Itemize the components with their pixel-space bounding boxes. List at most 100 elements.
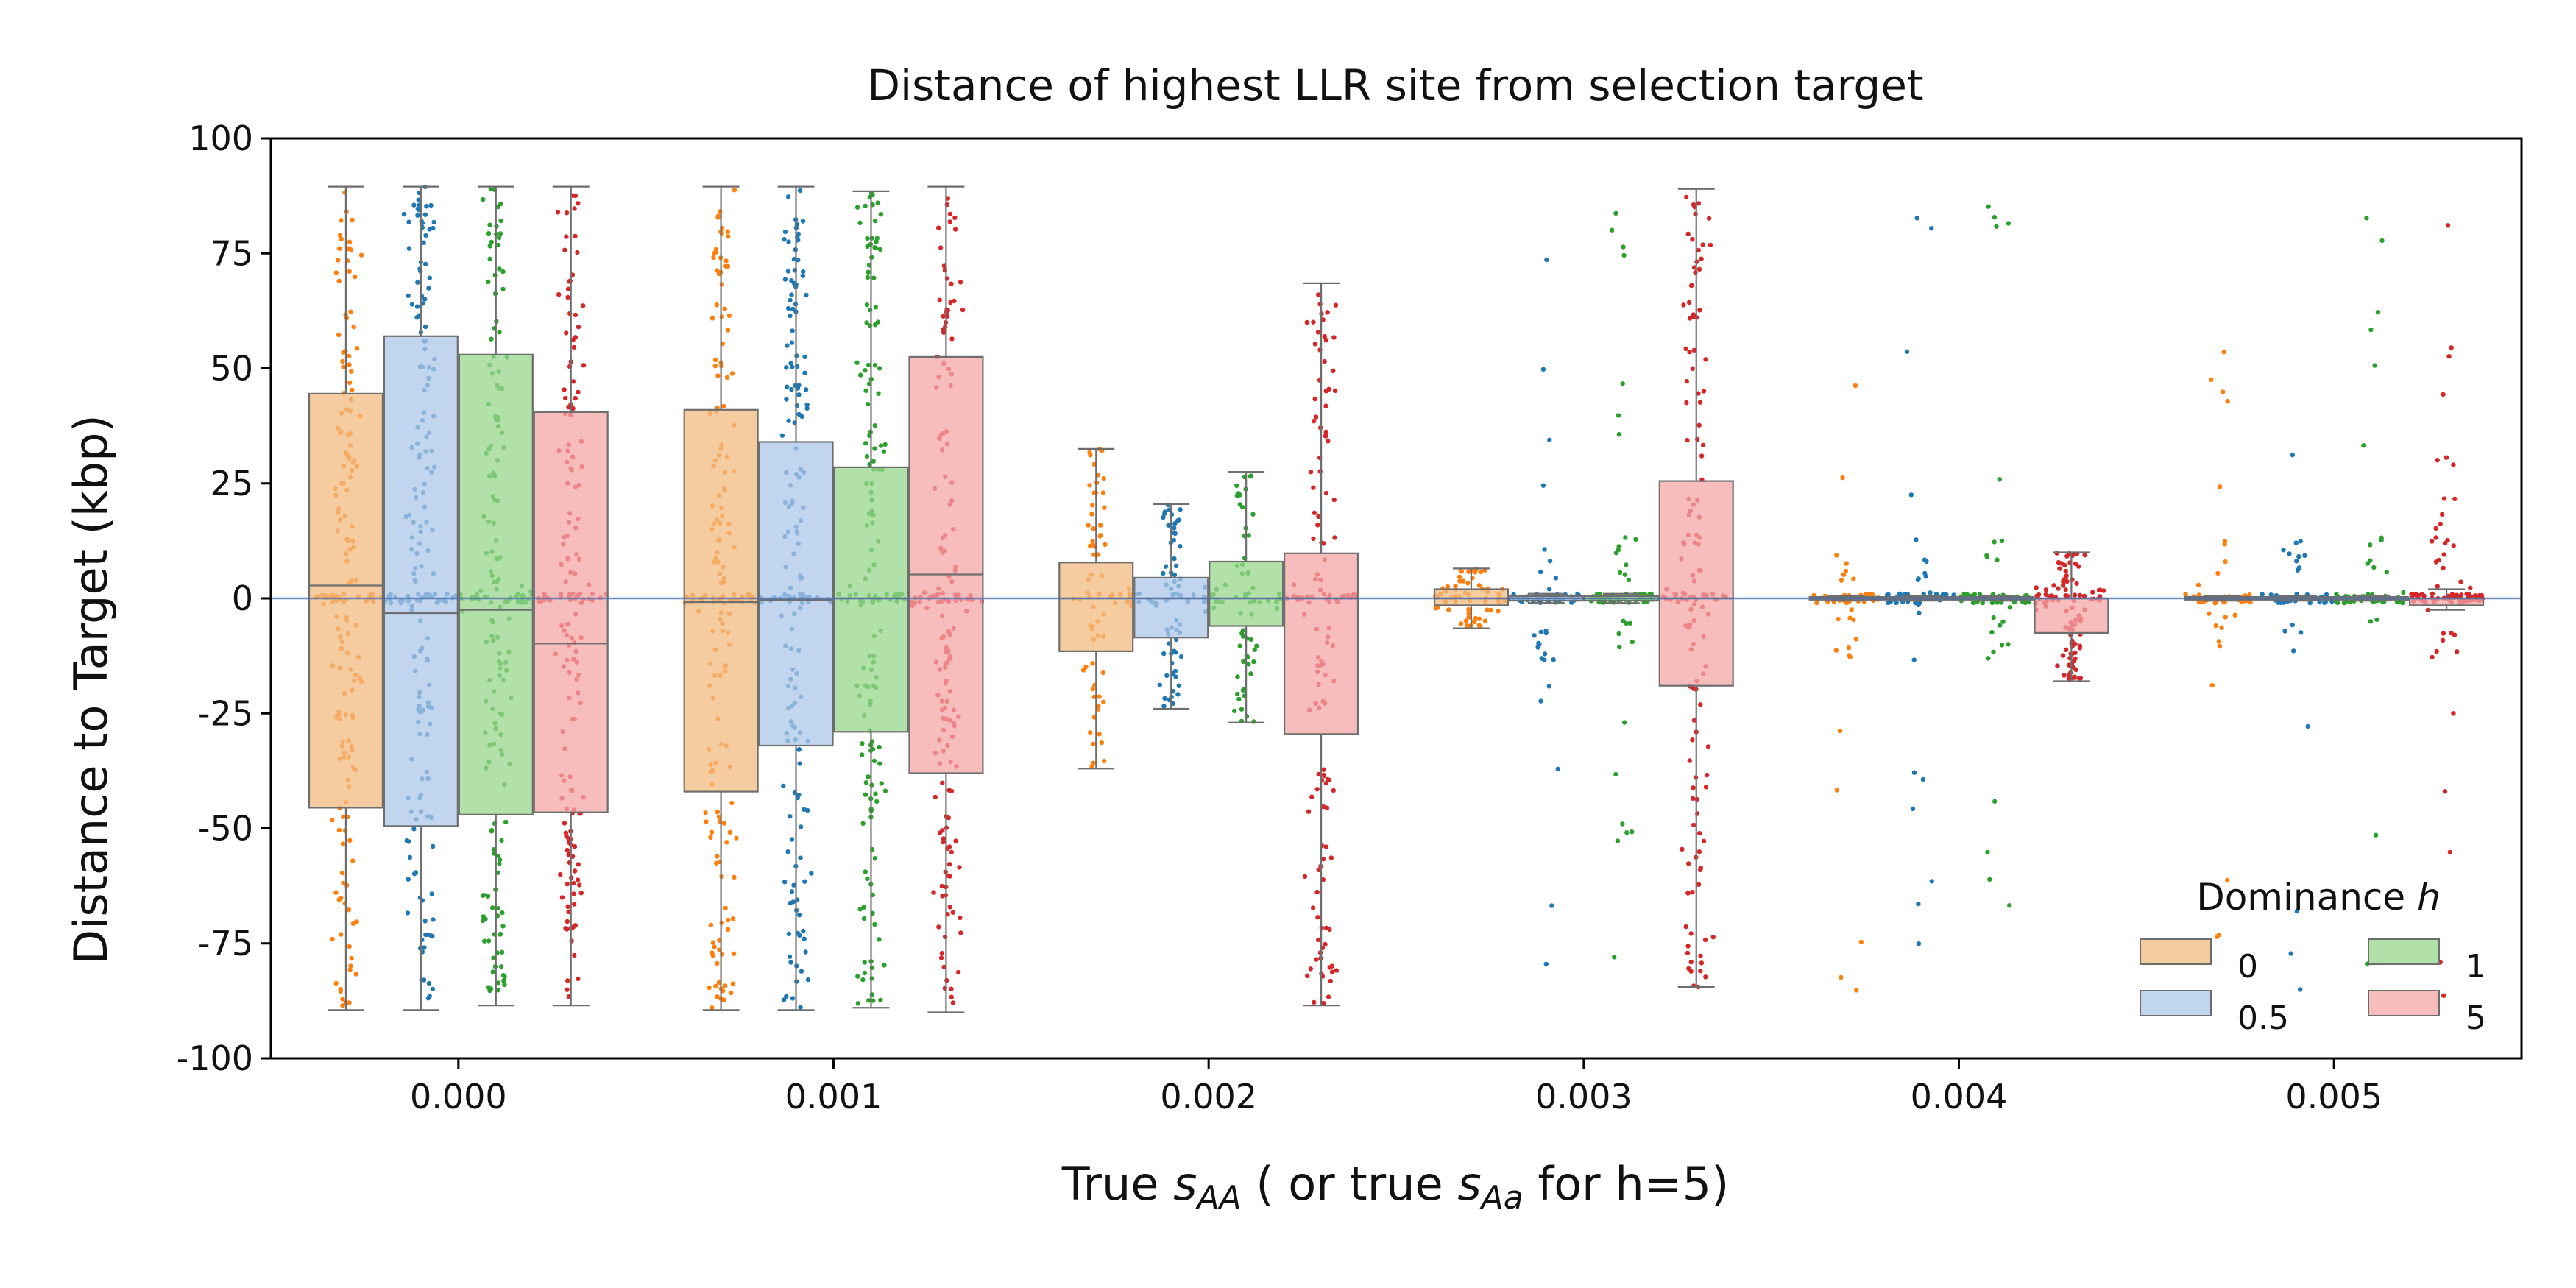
swarm-point (422, 324, 428, 330)
swarm-point (721, 821, 727, 826)
swarm-point (1691, 785, 1696, 790)
swarm-point (1316, 514, 1321, 519)
swarm-point (500, 286, 506, 291)
swarm-point (565, 978, 570, 983)
swarm-point (946, 844, 952, 849)
swarm-point (947, 905, 952, 910)
swarm-point (1328, 978, 1334, 984)
swarm-point (481, 893, 486, 898)
swarm-point (877, 366, 882, 371)
swarm-point (500, 924, 506, 929)
swarm-point (809, 871, 814, 876)
swarm-point (796, 392, 802, 397)
swarm-point (782, 229, 788, 235)
swarm-point (2043, 592, 2048, 597)
swarm-point (1553, 576, 1559, 581)
swarm-point (1708, 242, 1713, 248)
swarm-point (1705, 744, 1711, 749)
swarm-point (864, 453, 870, 459)
y-tick-label: -75 (198, 924, 253, 963)
swarm-point (1322, 358, 1327, 364)
swarm-point (863, 780, 869, 785)
x-axis-ticks: 0.000 0.001 0.002 0.003 0.004 0.005 (410, 1058, 2382, 1117)
swarm-point (790, 364, 795, 369)
legend-swatch (2140, 990, 2212, 1016)
swarm-point (406, 293, 411, 298)
swarm-point (497, 330, 502, 335)
swarm-point (336, 897, 342, 902)
swarm-point (1161, 704, 1167, 709)
swarm-point (1616, 631, 1621, 637)
swarm-point (1314, 787, 1320, 792)
box (758, 441, 834, 747)
swarm-point (950, 1000, 956, 1005)
swarm-point (941, 330, 946, 335)
swarm-point (1986, 656, 1991, 661)
swarm-point (2216, 639, 2222, 644)
swarm-point (1699, 960, 1705, 966)
swarm-point (481, 914, 486, 919)
swarm-point (339, 236, 344, 242)
swarm-point (2074, 581, 2079, 587)
swarm-point (725, 263, 731, 269)
swarm-point (2454, 592, 2460, 598)
swarm-point (1616, 544, 1621, 549)
swarm-point (503, 819, 509, 825)
swarm-point (952, 298, 957, 304)
swarm-point (1097, 732, 1102, 737)
swarm-point (1929, 879, 1934, 884)
swarm-point (1178, 507, 1183, 512)
swarm-point (564, 330, 569, 336)
swarm-point (576, 976, 581, 982)
swarm-point (486, 279, 491, 285)
swarm-point (2444, 455, 2449, 460)
swarm-point (871, 998, 876, 1003)
swarm-point (2343, 599, 2349, 605)
swarm-point (1323, 429, 1328, 434)
swarm-point (341, 364, 346, 369)
swarm-point (581, 363, 587, 368)
swarm-point (2076, 564, 2081, 569)
swarm-point (502, 982, 507, 988)
swarm-point (941, 964, 946, 970)
swarm-point (413, 870, 419, 875)
swarm-point (710, 940, 716, 945)
swarm-point (559, 895, 565, 900)
swarm-point (2435, 584, 2440, 589)
swarm-point (2375, 310, 2381, 315)
swarm-point (490, 905, 495, 910)
swarm-point (799, 414, 804, 420)
swarm-point (866, 269, 871, 275)
swarm-point (1088, 453, 1093, 458)
swarm-point (1323, 490, 1329, 496)
swarm-point (1701, 838, 1707, 844)
swarm-point (1866, 592, 1872, 597)
swarm-point (784, 994, 789, 999)
swarm-point (341, 814, 346, 820)
box (533, 411, 609, 813)
swarm-point (1922, 557, 1928, 562)
swarm-point (710, 952, 715, 958)
swarm-point (789, 292, 794, 297)
legend-label: 0.5 (2237, 999, 2289, 1037)
swarm-point (486, 938, 492, 944)
swarm-point (2364, 216, 2369, 221)
swarm-point (1466, 569, 1471, 574)
swarm-point (1703, 974, 1708, 980)
swarm-point (349, 247, 354, 252)
swarm-point (715, 854, 720, 859)
swarm-point (1985, 849, 1990, 855)
swarm-point (427, 994, 432, 999)
swarm-point (572, 206, 577, 211)
swarm-point (781, 783, 786, 789)
swarm-point (2098, 587, 2103, 592)
swarm-point (565, 286, 571, 291)
swarm-point (1546, 587, 1552, 592)
swarm-point (960, 307, 966, 313)
swarm-point (340, 1003, 345, 1008)
swarm-point (857, 220, 863, 225)
swarm-point (1622, 572, 1627, 577)
swarm-point (1690, 737, 1695, 743)
swarm-point (1323, 434, 1328, 439)
swarm-point (781, 997, 787, 1002)
